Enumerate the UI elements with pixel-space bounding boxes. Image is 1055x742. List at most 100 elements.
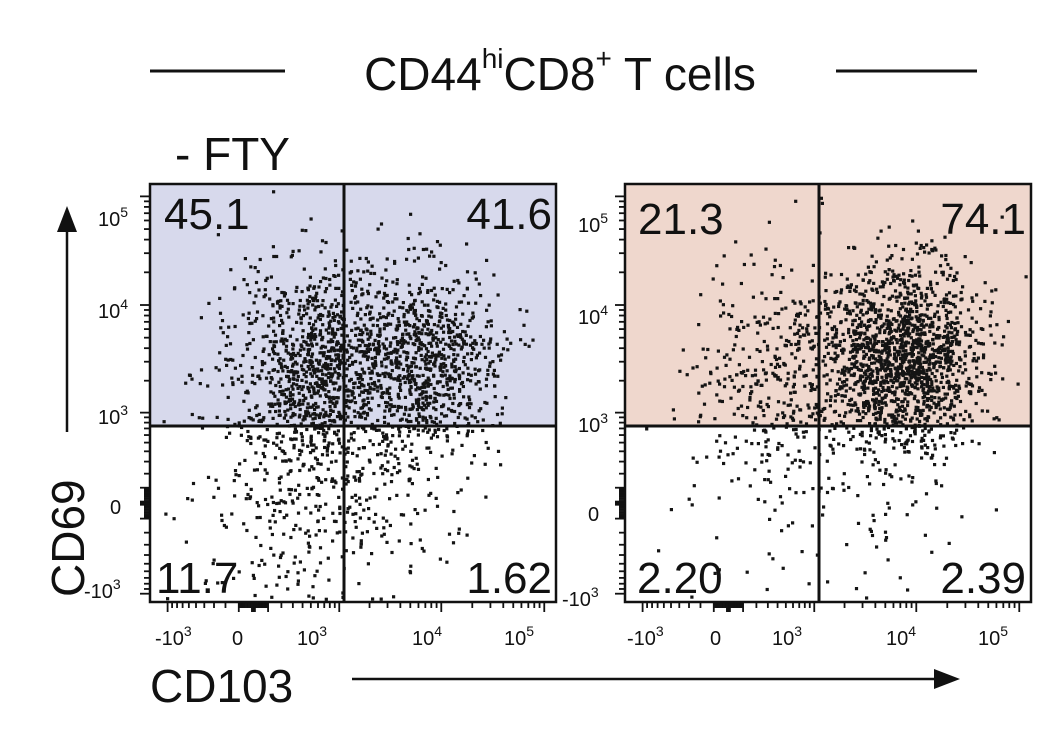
event-dot: [778, 263, 782, 268]
event-dot: [309, 362, 313, 367]
axis-ticks-left: [140, 195, 546, 612]
event-dot: [879, 408, 883, 412]
event-dot: [447, 532, 452, 536]
event-dot: [855, 419, 860, 423]
event-dot: [351, 306, 355, 310]
event-dot: [780, 529, 784, 533]
event-dot: [304, 229, 308, 233]
event-dot: [332, 519, 337, 523]
event-dot: [931, 453, 935, 457]
event-dot: [434, 355, 438, 359]
event-dot: [288, 334, 292, 338]
event-dot: [438, 267, 442, 271]
event-dot: [835, 382, 840, 386]
event-dot: [859, 392, 863, 396]
event-dot: [1024, 275, 1028, 279]
event-dot: [709, 372, 713, 376]
event-dot: [300, 344, 304, 348]
event-dot: [386, 389, 390, 393]
event-dot: [794, 427, 798, 432]
event-dot: [434, 466, 438, 470]
event-dot: [927, 415, 931, 419]
event-dot: [945, 326, 949, 330]
event-dot: [990, 301, 994, 305]
event-dot: [282, 516, 286, 520]
event-dot: [885, 318, 889, 322]
event-dot: [366, 389, 370, 393]
event-dot: [879, 383, 883, 388]
event-dot: [339, 361, 343, 365]
event-dot: [317, 415, 322, 420]
event-dot: [354, 281, 358, 285]
event-dot: [909, 336, 913, 340]
event-dot: [304, 380, 308, 384]
plot-panel-left: 45.1 41.6 11.7 1.62 105 104 103 0 -103 -…: [84, 182, 558, 650]
event-dot: [895, 374, 899, 378]
event-dot: [164, 512, 168, 516]
event-dot: [435, 341, 439, 345]
event-dot: [305, 427, 309, 432]
event-dot: [886, 346, 890, 350]
event-dot: [753, 368, 758, 372]
event-dot: [354, 327, 358, 331]
event-dot: [457, 377, 462, 381]
event-dot: [925, 286, 929, 290]
event-dot: [371, 597, 375, 601]
event-dot: [859, 310, 863, 314]
event-dot: [397, 396, 401, 400]
event-dot: [873, 361, 877, 365]
event-dot: [840, 371, 844, 375]
event-dot: [280, 318, 284, 322]
event-dot: [369, 408, 373, 412]
event-dot: [920, 349, 924, 353]
event-dot: [291, 327, 295, 331]
event-dot: [872, 343, 876, 347]
event-dot: [771, 326, 775, 330]
event-dot: [901, 344, 905, 348]
event-dot: [834, 328, 839, 332]
event-dot: [870, 361, 874, 365]
event-dot: [306, 350, 311, 354]
event-dot: [417, 338, 421, 342]
y-arrow-head: [57, 206, 77, 232]
event-dot: [284, 401, 288, 405]
event-dot: [923, 331, 927, 335]
event-dot: [850, 408, 854, 412]
event-dot: [835, 289, 839, 294]
event-dot: [500, 412, 504, 416]
event-dot: [315, 299, 320, 303]
event-dot: [862, 401, 866, 405]
event-dot: [900, 338, 904, 342]
event-dot: [922, 399, 926, 404]
event-dot: [291, 414, 295, 418]
event-dot: [803, 313, 807, 317]
event-dot: [378, 330, 382, 334]
event-dot: [354, 499, 358, 503]
event-dot: [718, 399, 722, 403]
event-dot: [190, 412, 194, 417]
event-dot: [309, 338, 313, 342]
event-dot: [885, 314, 889, 318]
event-dot: [405, 332, 409, 336]
event-dot: [865, 328, 869, 332]
event-dot: [823, 338, 827, 342]
event-dot: [200, 426, 205, 430]
event-dot: [983, 393, 987, 397]
event-dot: [399, 338, 403, 342]
event-dot: [325, 367, 329, 371]
event-dot: [944, 253, 948, 258]
event-dot: [811, 345, 816, 349]
event-dot: [319, 462, 323, 466]
event-dot: [449, 386, 453, 390]
event-dot: [794, 342, 798, 346]
event-dot: [384, 316, 388, 320]
event-dot: [868, 376, 872, 380]
event-dot: [261, 314, 265, 318]
event-dot: [893, 328, 897, 332]
event-dot: [305, 486, 309, 490]
event-dot: [891, 275, 895, 279]
event-dot: [401, 447, 405, 451]
event-dot: [398, 382, 403, 386]
event-dot: [286, 408, 290, 412]
event-dot: [903, 285, 907, 289]
